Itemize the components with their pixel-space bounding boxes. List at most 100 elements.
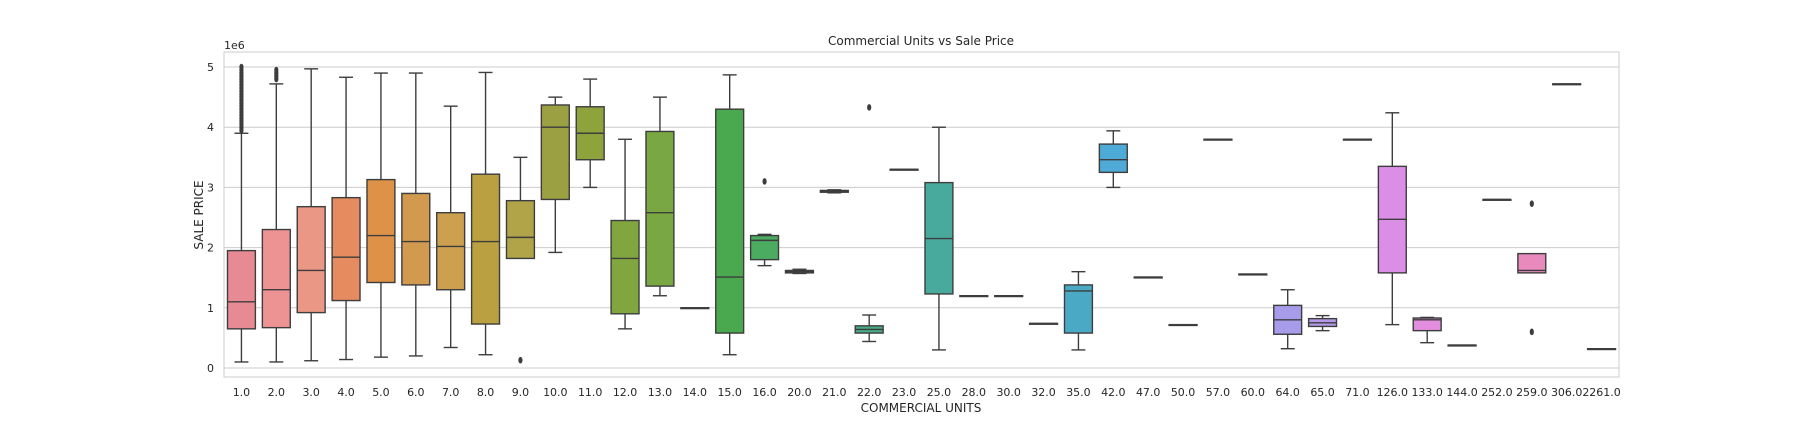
box-21.0 xyxy=(819,189,849,194)
iqr-box xyxy=(610,219,640,315)
box-60.0 xyxy=(1238,273,1268,276)
x-tick-label: 25.0 xyxy=(927,386,952,399)
x-tick-label: 23.0 xyxy=(892,386,917,399)
box-35.0 xyxy=(1063,270,1094,351)
x-tick-label: 252.0 xyxy=(1481,386,1513,399)
iqr-box xyxy=(226,249,257,330)
iqr-box xyxy=(1412,317,1442,332)
x-tick-label: 1.0 xyxy=(233,386,251,399)
x-tick-label: 7.0 xyxy=(442,386,460,399)
x-tick-label: 60.0 xyxy=(1241,386,1266,399)
outlier-point xyxy=(1529,200,1534,207)
x-tick-label: 9.0 xyxy=(512,386,530,399)
iqr-box xyxy=(540,104,570,201)
x-tick-label: 71.0 xyxy=(1345,386,1370,399)
box-11.0 xyxy=(575,78,605,189)
iqr-box xyxy=(1517,252,1547,274)
x-tick-label: 133.0 xyxy=(1411,386,1443,399)
y-axis-title: SALE PRICE xyxy=(192,180,206,249)
x-axis-title: COMMERCIAL UNITS xyxy=(861,401,982,415)
iqr-box xyxy=(505,199,536,260)
y-tick-label: 4 xyxy=(207,121,214,134)
box-25.0 xyxy=(924,126,954,351)
iqr-box xyxy=(1098,143,1128,174)
x-tick-label: 28.0 xyxy=(962,386,987,399)
x-tick-label: 65.0 xyxy=(1310,386,1335,399)
box-2.0 xyxy=(261,66,291,363)
iqr-box xyxy=(1063,284,1094,334)
box-7.0 xyxy=(436,105,466,349)
x-tick-label: 21.0 xyxy=(822,386,847,399)
iqr-box xyxy=(366,178,396,284)
y-scale-label: 1e6 xyxy=(224,39,245,52)
box-5.0 xyxy=(366,72,396,358)
x-tick-label: 12.0 xyxy=(613,386,638,399)
box-6.0 xyxy=(401,72,431,357)
box-32.0 xyxy=(1028,322,1059,325)
boxes xyxy=(226,63,1617,364)
x-tick-label: 15.0 xyxy=(717,386,742,399)
box-65.0 xyxy=(1307,314,1338,332)
x-tick-label: 16.0 xyxy=(752,386,777,399)
x-tick-label: 4.0 xyxy=(337,386,355,399)
y-tick-label: 1 xyxy=(207,302,214,315)
box-64.0 xyxy=(1273,289,1303,350)
box-1.0 xyxy=(226,63,257,363)
box-259.0 xyxy=(1517,200,1547,336)
x-axis-ticks: 1.0 2.0 3.0 4.0 5.0 6.0 7.0 8.0 9.0 10.0 11.0 12.0 1… xyxy=(233,386,1621,399)
x-tick-label: 64.0 xyxy=(1275,386,1300,399)
box-13.0 xyxy=(645,96,675,297)
outlier-point xyxy=(274,66,279,74)
x-tick-label: 306.0 xyxy=(1551,386,1583,399)
iqr-box xyxy=(715,108,745,334)
box-30.0 xyxy=(994,295,1024,298)
x-tick-label: 22.0 xyxy=(857,386,882,399)
box-16.0 xyxy=(749,178,780,267)
y-tick-label: 5 xyxy=(207,61,214,74)
x-tick-label: 57.0 xyxy=(1206,386,1231,399)
box-144.0 xyxy=(1447,344,1477,347)
x-tick-label: 11.0 xyxy=(578,386,603,399)
box-9.0 xyxy=(505,156,536,364)
box-71.0 xyxy=(1342,138,1373,141)
box-4.0 xyxy=(331,76,361,361)
iqr-box xyxy=(436,211,466,291)
x-tick-label: 2261.0 xyxy=(1582,386,1621,399)
outlier-point xyxy=(867,104,872,111)
x-tick-label: 6.0 xyxy=(407,386,425,399)
box-20.0 xyxy=(784,268,815,275)
x-tick-label: 5.0 xyxy=(372,386,390,399)
box-8.0 xyxy=(470,71,501,356)
box-42.0 xyxy=(1098,130,1128,189)
iqr-box xyxy=(261,228,291,329)
box-14.0 xyxy=(680,307,710,310)
x-tick-label: 13.0 xyxy=(648,386,673,399)
x-tick-label: 50.0 xyxy=(1171,386,1196,399)
y-tick-label: 2 xyxy=(207,242,214,255)
x-tick-label: 35.0 xyxy=(1066,386,1091,399)
box-3.0 xyxy=(296,68,326,362)
box-57.0 xyxy=(1203,138,1233,141)
x-tick-label: 32.0 xyxy=(1031,386,1056,399)
x-tick-label: 20.0 xyxy=(787,386,812,399)
y-tick-label: 0 xyxy=(207,362,214,375)
y-axis-ticks: 0 1 2 3 4 5 xyxy=(207,61,214,375)
x-tick-label: 42.0 xyxy=(1101,386,1126,399)
iqr-box xyxy=(296,205,326,314)
iqr-box xyxy=(645,130,675,287)
box-28.0 xyxy=(959,295,989,298)
x-tick-label: 3.0 xyxy=(302,386,320,399)
box-23.0 xyxy=(889,168,919,171)
box-252.0 xyxy=(1482,198,1512,201)
x-tick-label: 14.0 xyxy=(683,386,708,399)
x-tick-label: 8.0 xyxy=(477,386,495,399)
x-tick-label: 2.0 xyxy=(268,386,286,399)
box-22.0 xyxy=(854,104,884,343)
box-2261.0 xyxy=(1586,348,1617,351)
x-tick-label: 10.0 xyxy=(543,386,568,399)
y-tick-label: 3 xyxy=(207,181,214,194)
outlier-point xyxy=(239,63,244,71)
box-133.0 xyxy=(1412,316,1442,344)
x-tick-label: 259.0 xyxy=(1516,386,1548,399)
